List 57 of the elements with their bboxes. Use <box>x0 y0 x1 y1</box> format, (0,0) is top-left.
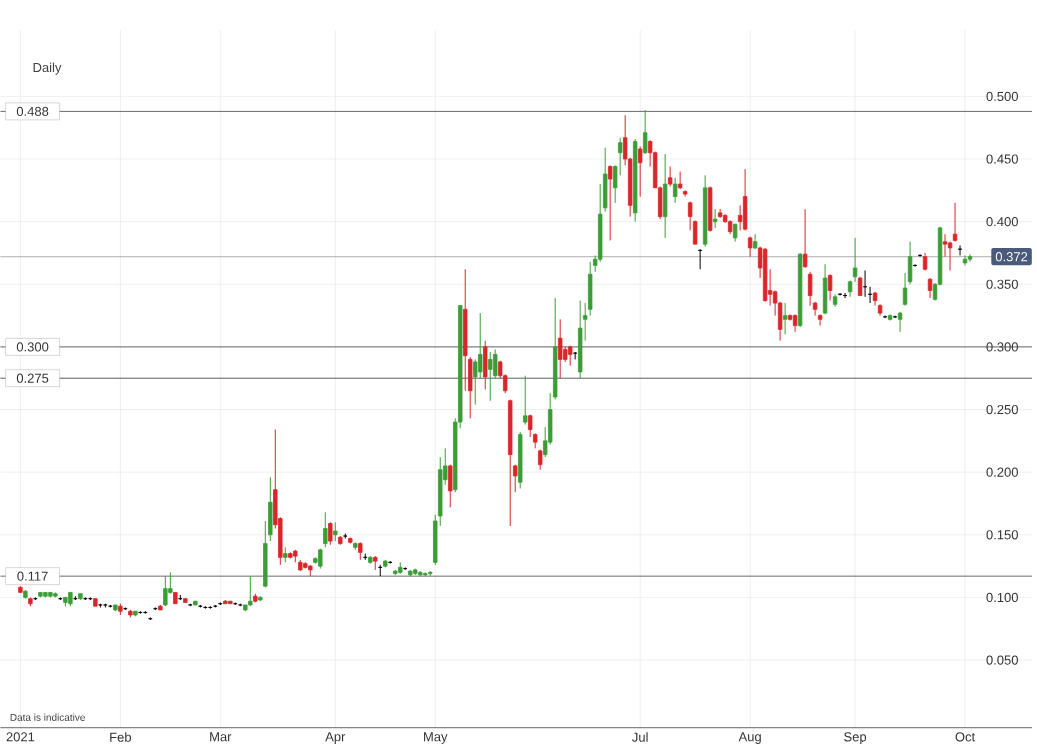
y-tick-label: 0.400 <box>986 217 1018 227</box>
candlestick <box>513 464 518 493</box>
candlestick <box>612 164 618 204</box>
annotation: Daily <box>33 62 62 75</box>
x-tick-label: Feb <box>110 732 132 742</box>
candlestick <box>942 233 948 258</box>
x-tick-label: Sep <box>844 732 867 745</box>
y-tick-label: 0.250 <box>986 405 1018 415</box>
ref-line-label: 0.488 <box>16 106 49 117</box>
candlestick <box>677 171 683 190</box>
candlestick <box>802 208 808 269</box>
candlestick <box>807 271 813 307</box>
candlestick <box>692 220 698 245</box>
candlestick <box>607 164 613 242</box>
ref-line-label: 0.300 <box>16 342 49 352</box>
candlestick <box>687 201 693 232</box>
x-tick-label: 2021 <box>6 732 35 742</box>
ref-line-label: 0.275 <box>16 373 49 383</box>
candlestick <box>752 233 758 250</box>
candlestick <box>642 109 648 155</box>
candlestick <box>967 253 973 263</box>
candlestick <box>782 302 788 336</box>
ref-line-label: 0.372 <box>995 252 1028 262</box>
x-tick-label: May <box>424 732 448 745</box>
x-tick-label: Jul <box>632 732 648 742</box>
candlestick <box>947 241 953 272</box>
candlestick <box>682 189 688 198</box>
candlestick <box>902 272 908 307</box>
x-tick-label: Mar <box>210 732 232 742</box>
y-tick-label: 0.450 <box>986 154 1018 164</box>
x-tick-label: Oct <box>955 732 976 742</box>
candlestick <box>582 302 588 342</box>
ref-line-label: 0.117 <box>17 571 48 581</box>
candlestick <box>672 177 678 204</box>
y-tick-label: 0.500 <box>986 91 1018 102</box>
candlestick <box>927 277 933 299</box>
candlestick <box>328 521 333 546</box>
candlestick <box>667 166 673 188</box>
candlestick <box>333 521 338 542</box>
candlestick <box>817 313 823 327</box>
y-tick-label: 0.150 <box>986 530 1018 540</box>
x-tick-label: Apr <box>325 732 346 745</box>
candlestick <box>827 273 833 302</box>
candlestick <box>712 208 718 229</box>
candlestick <box>962 255 968 267</box>
candlestick <box>523 375 528 426</box>
annotation: Data is indicative <box>10 713 85 722</box>
y-tick-label: 0.300 <box>986 342 1018 352</box>
y-tick-label: 0.350 <box>986 279 1018 290</box>
candlestick <box>323 511 328 548</box>
y-tick-label: 0.200 <box>986 467 1018 477</box>
x-tick-label: Aug <box>738 732 761 745</box>
y-tick-label: 0.100 <box>986 592 1018 603</box>
candlestick <box>637 146 643 198</box>
candlestick <box>952 202 958 243</box>
y-tick-label: 0.050 <box>986 655 1018 665</box>
candlestick <box>617 137 623 176</box>
